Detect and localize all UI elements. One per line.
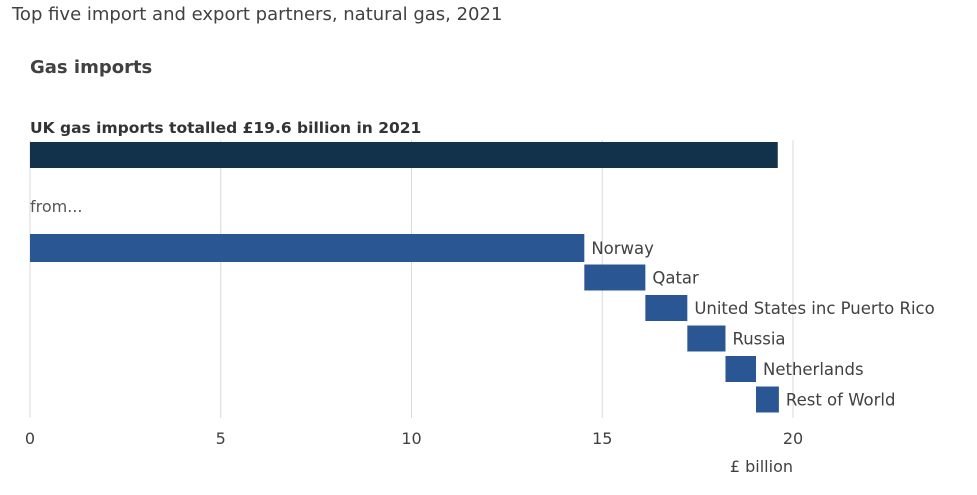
x-tick-label: 15 (592, 429, 612, 448)
bar-netherlands (725, 356, 756, 382)
x-axis-label: £ billion (730, 457, 793, 476)
total-bar (30, 142, 778, 168)
bar-label: United States inc Puerto Rico (694, 299, 934, 318)
bar-label: Russia (732, 330, 785, 349)
bar-label: Norway (591, 239, 654, 258)
bar-rest-of-world (755, 386, 779, 413)
bar-label: Rest of World (786, 391, 896, 410)
gridlines (29, 140, 794, 418)
x-tick-label: 10 (401, 429, 421, 448)
page-heading: Top five import and export partners, nat… (12, 4, 503, 25)
bars (30, 142, 779, 413)
bar-russia (687, 325, 726, 352)
bar-united-states-inc-puerto-rico (645, 295, 688, 321)
x-tick-label: 5 (216, 429, 226, 448)
bar-label: Netherlands (763, 360, 864, 379)
bar-norway (30, 234, 585, 262)
bar-labels: Norway Qatar United States inc Puerto Rico… (591, 239, 934, 410)
panel-title: Gas imports (30, 57, 153, 78)
x-axis-ticks: 0 5 10 15 20 (25, 429, 803, 448)
breakdown-label: from... (30, 197, 83, 216)
bar-qatar (584, 264, 646, 291)
x-tick-label: 0 (25, 429, 35, 448)
total-bar-label: UK gas imports totalled £19.6 billion in… (30, 119, 421, 137)
bar-label: Qatar (652, 269, 699, 288)
x-tick-label: 20 (783, 429, 803, 448)
